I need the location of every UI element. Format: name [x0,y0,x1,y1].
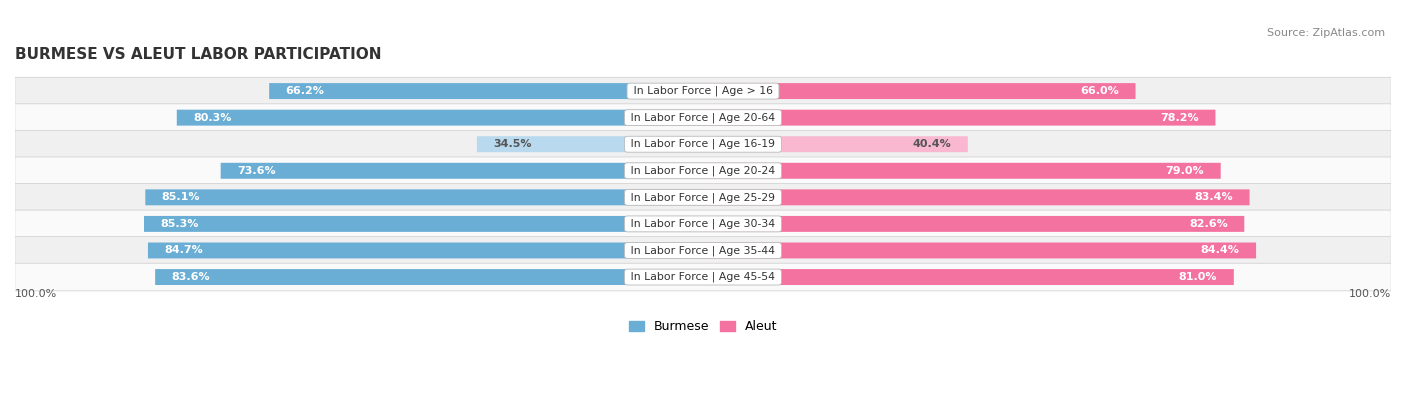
FancyBboxPatch shape [221,163,703,179]
FancyBboxPatch shape [15,237,1391,264]
Text: BURMESE VS ALEUT LABOR PARTICIPATION: BURMESE VS ALEUT LABOR PARTICIPATION [15,47,381,62]
Text: 100.0%: 100.0% [15,289,58,299]
FancyBboxPatch shape [148,243,703,258]
FancyBboxPatch shape [177,110,703,126]
Text: In Labor Force | Age 20-24: In Labor Force | Age 20-24 [627,166,779,176]
FancyBboxPatch shape [269,83,703,99]
Text: 80.3%: 80.3% [193,113,232,123]
FancyBboxPatch shape [477,136,703,152]
Text: 73.6%: 73.6% [238,166,276,176]
Text: Source: ZipAtlas.com: Source: ZipAtlas.com [1267,28,1385,38]
Legend: Burmese, Aleut: Burmese, Aleut [624,316,782,339]
FancyBboxPatch shape [155,269,703,285]
FancyBboxPatch shape [703,163,1220,179]
Text: In Labor Force | Age 30-34: In Labor Force | Age 30-34 [627,219,779,229]
FancyBboxPatch shape [703,269,1234,285]
Text: 84.4%: 84.4% [1201,245,1240,256]
Text: In Labor Force | Age > 16: In Labor Force | Age > 16 [630,86,776,96]
Text: 85.3%: 85.3% [160,219,198,229]
FancyBboxPatch shape [703,243,1256,258]
Text: 82.6%: 82.6% [1189,219,1227,229]
Text: 66.2%: 66.2% [285,86,325,96]
Text: 81.0%: 81.0% [1178,272,1218,282]
FancyBboxPatch shape [15,77,1391,105]
FancyBboxPatch shape [15,263,1391,291]
Text: 66.0%: 66.0% [1080,86,1119,96]
FancyBboxPatch shape [703,136,967,152]
Text: 40.4%: 40.4% [912,139,952,149]
Text: 100.0%: 100.0% [1348,289,1391,299]
Text: In Labor Force | Age 35-44: In Labor Force | Age 35-44 [627,245,779,256]
FancyBboxPatch shape [703,83,1136,99]
FancyBboxPatch shape [703,189,1250,205]
FancyBboxPatch shape [15,157,1391,184]
Text: In Labor Force | Age 25-29: In Labor Force | Age 25-29 [627,192,779,203]
Text: In Labor Force | Age 16-19: In Labor Force | Age 16-19 [627,139,779,149]
FancyBboxPatch shape [15,130,1391,158]
FancyBboxPatch shape [703,216,1244,232]
Text: 83.6%: 83.6% [172,272,211,282]
Text: 34.5%: 34.5% [494,139,531,149]
Text: 79.0%: 79.0% [1166,166,1205,176]
Text: In Labor Force | Age 45-54: In Labor Force | Age 45-54 [627,272,779,282]
Text: In Labor Force | Age 20-64: In Labor Force | Age 20-64 [627,113,779,123]
FancyBboxPatch shape [15,210,1391,238]
FancyBboxPatch shape [143,216,703,232]
Text: 83.4%: 83.4% [1195,192,1233,202]
Text: 85.1%: 85.1% [162,192,200,202]
Text: 84.7%: 84.7% [165,245,202,256]
FancyBboxPatch shape [15,184,1391,211]
FancyBboxPatch shape [15,104,1391,132]
FancyBboxPatch shape [145,189,703,205]
FancyBboxPatch shape [703,110,1215,126]
Text: 78.2%: 78.2% [1160,113,1199,123]
